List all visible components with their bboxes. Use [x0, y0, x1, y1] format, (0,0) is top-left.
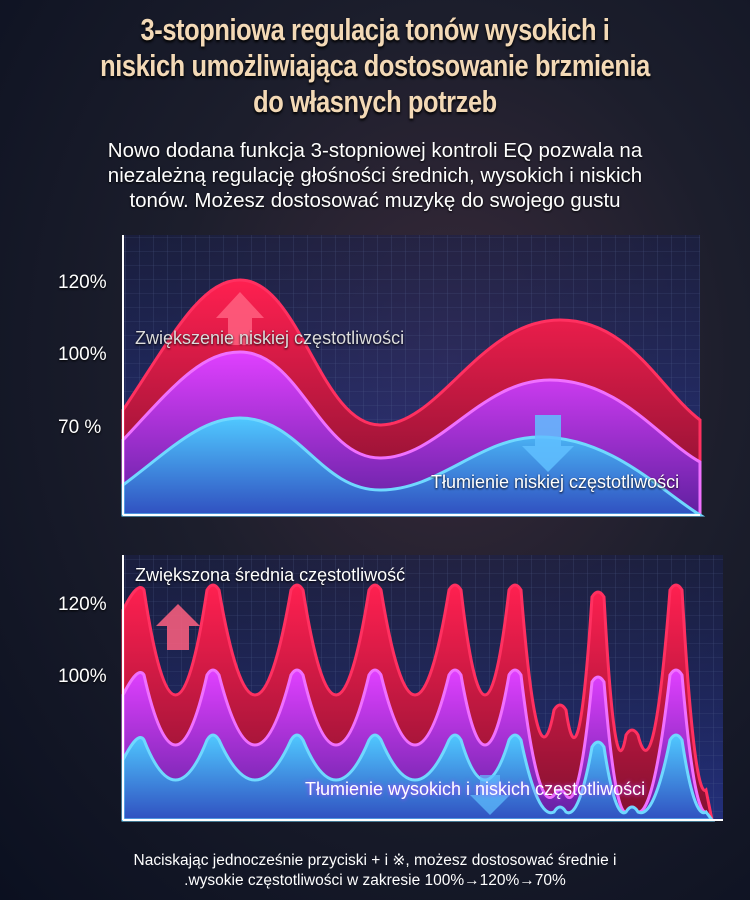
- arrow-down-icon: [522, 415, 574, 472]
- arrow-up-icon: [216, 292, 264, 345]
- footer-line: Naciskając jednocześnie przyciski + i ※,…: [133, 852, 617, 869]
- footer-line: .wysokie częstotliwości w zakresie 100%→…: [184, 872, 566, 889]
- headline-line: 3-stopniowa regulacja tonów wysokich i: [140, 12, 610, 47]
- description: Nowo dodana funkcja 3-stopniowej kontrol…: [0, 138, 750, 213]
- level-label: 120%: [58, 272, 107, 293]
- headline-line: niskich umożliwiająca dostosowanie brzmi…: [100, 48, 650, 83]
- level-label: 100%: [58, 344, 107, 365]
- level-label: 100%: [58, 666, 107, 687]
- arrow-down-icon: [470, 775, 510, 815]
- cut-label: Tłumienie niskiej częstotliwości: [431, 472, 680, 492]
- description-line: niezależną regulację głośności średnich,…: [107, 164, 643, 187]
- cut-label: Tłumienie wysokich i niskich częstotliwo…: [305, 779, 646, 799]
- boost-label: Zwiększenie niskiej częstotliwości: [135, 328, 405, 348]
- headline: 3-stopniowa regulacja tonów wysokich i n…: [68, 12, 683, 120]
- description-line: Nowo dodana funkcja 3-stopniowej kontrol…: [107, 139, 643, 162]
- wave-curve: [121, 733, 715, 822]
- level-label: 70 %: [58, 417, 102, 438]
- boost-label: Zwiększona średnia częstotliwość: [135, 565, 406, 585]
- arrow-up-icon: [156, 604, 200, 650]
- headline-line: do własnych potrzeb: [253, 84, 497, 119]
- description-line: tonów. Możesz dostosować muzykę do swoje…: [129, 189, 621, 212]
- level-label: 120%: [58, 594, 107, 615]
- footer-note: Naciskając jednocześnie przyciski + i ※,…: [0, 851, 750, 891]
